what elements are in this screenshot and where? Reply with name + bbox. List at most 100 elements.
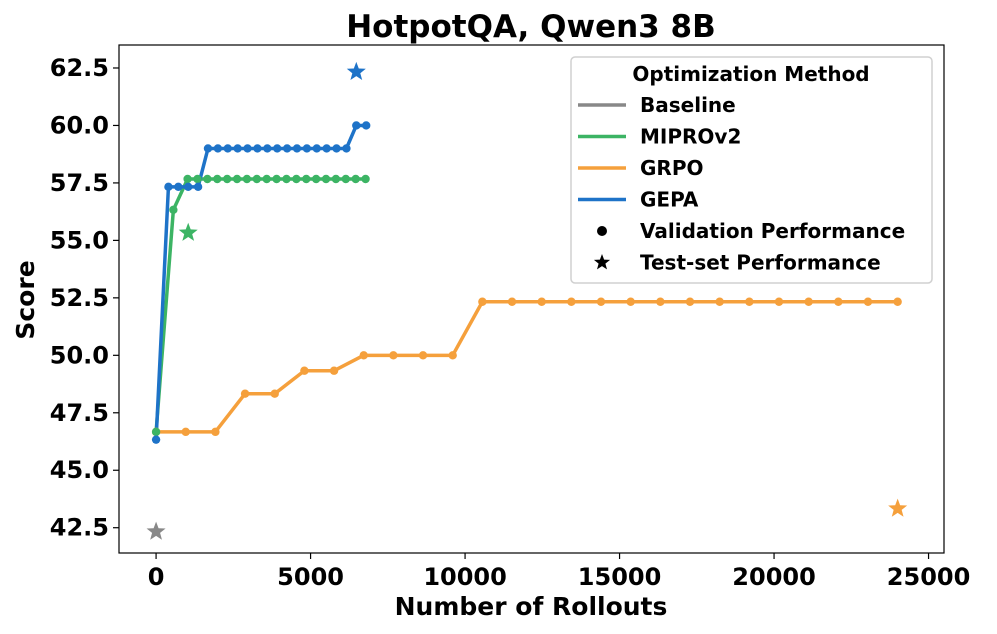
grpo-validation-point: [804, 297, 813, 306]
grpo-validation-point: [359, 351, 368, 360]
gepa-validation-point: [361, 121, 371, 130]
grpo-validation-point: [211, 427, 220, 437]
legend-label-grpo: GRPO: [640, 156, 703, 180]
miprov2-validation-point: [282, 174, 291, 184]
gepa-validation-point: [292, 144, 302, 153]
x-tick-label: 10000: [423, 563, 507, 591]
miprov2-validation-point: [351, 174, 360, 184]
legend-title: Optimization Method: [632, 62, 869, 86]
grpo-validation-point: [270, 389, 279, 398]
grpo-validation-point: [567, 297, 576, 306]
gepa-line: [154, 123, 367, 440]
plot-area-frame: [118, 44, 945, 554]
miprov2-validation-point: [341, 174, 350, 184]
grpo-validation-point: [418, 351, 428, 360]
gepa-validation-point: [273, 144, 282, 153]
gepa-validation-point: [302, 144, 312, 153]
gepa-validation-point: [243, 144, 252, 153]
legend-label-gepa: GEPA: [640, 188, 699, 212]
miprov2-validation-point: [213, 174, 222, 184]
grpo-validation-point: [596, 297, 606, 306]
y-tick-label: 57.5: [50, 169, 109, 197]
gepa-validation-point: [193, 182, 203, 192]
miprov2-test-star: [178, 222, 198, 241]
test-set-stars: [146, 61, 908, 540]
grpo-validation-point: [656, 297, 665, 306]
miprov2-validation-point: [262, 174, 271, 184]
grpo-validation-point: [478, 297, 487, 306]
y-tick-label: 60.0: [50, 111, 109, 139]
gepa-validation-point: [312, 144, 321, 153]
gepa-validation-point: [151, 435, 161, 444]
legend-swatch-test-set-performance: [593, 254, 611, 270]
legend-swatch-validation-performance: [597, 226, 607, 236]
x-tick-label: 15000: [578, 563, 662, 591]
miprov2-validation-point: [183, 174, 192, 184]
miprov2-validation-point: [203, 174, 212, 184]
gepa-validation-point: [342, 144, 351, 153]
x-tick-label: 0: [148, 563, 165, 591]
y-tick-label: 47.5: [50, 399, 109, 427]
grpo-validation-point: [685, 297, 695, 306]
grpo-line: [156, 300, 898, 434]
miprov2-validation-point: [311, 174, 321, 184]
miprov2-validation-point: [252, 174, 262, 184]
gepa-validation-point: [203, 144, 213, 153]
legend-label-baseline: Baseline: [640, 93, 736, 117]
miprov2-validation-point: [331, 174, 341, 184]
x-tick-label: 20000: [732, 563, 816, 591]
grpo-validation-point: [300, 366, 309, 375]
gepa-validation-point: [174, 182, 183, 192]
miprov2-validation-point: [292, 174, 301, 184]
legend-label-validation-performance: Validation Performance: [640, 219, 905, 243]
y-tick-label: 55.0: [50, 226, 109, 254]
miprov2-validation-point: [302, 174, 311, 184]
gepa-validation-point: [184, 182, 193, 192]
x-axis-label: Number of Rollouts: [395, 592, 668, 621]
grpo-validation-point: [507, 297, 517, 306]
grpo-validation-point: [626, 297, 635, 306]
grpo-validation-point: [774, 297, 784, 306]
gepa-validation-point: [223, 144, 232, 153]
grpo-validation-point: [240, 389, 250, 398]
legend-label-miprov2: MIPROv2: [640, 125, 741, 149]
y-tick-label: 50.0: [50, 341, 109, 369]
x-tick-label: 5000: [277, 563, 344, 591]
legend-box: [570, 56, 933, 284]
legend-label-test-set-performance: Test-set Performance: [640, 251, 881, 275]
miprov2-validation-point: [222, 174, 232, 184]
gepa-validation-point: [322, 144, 331, 153]
y-tick-label: 42.5: [50, 514, 109, 542]
miprov2-validation-point: [169, 205, 178, 215]
y-tick-label: 52.5: [50, 284, 109, 312]
y-tick-label: 62.5: [50, 54, 109, 82]
gepa-validation-point: [253, 144, 262, 153]
grpo-validation-point: [715, 297, 724, 306]
grpo-validation-point: [863, 297, 873, 306]
miprov2-validation-point: [321, 174, 331, 184]
gepa-validation-point: [213, 144, 223, 153]
gepa-validation-point: [282, 144, 292, 153]
grpo-test-star: [888, 498, 908, 517]
gepa-validation-point: [332, 144, 341, 153]
x-tick-label: 25000: [887, 563, 971, 591]
gepa-validation-point: [164, 182, 173, 192]
grpo-validation-point: [448, 351, 457, 360]
gepa-validation-point: [263, 144, 272, 153]
validation-points: [151, 121, 902, 444]
miprov2-validation-point: [272, 174, 281, 184]
miprov2-validation-point: [242, 174, 252, 184]
miprov2-validation-point: [151, 427, 161, 437]
y-tick-label: 45.0: [50, 456, 109, 484]
gepa-validation-point: [352, 121, 361, 130]
gepa-test-star: [346, 61, 366, 80]
chart-title: HotpotQA, Qwen3 8B: [346, 9, 716, 45]
gepa-validation-point: [233, 144, 242, 153]
grpo-validation-point: [537, 297, 546, 306]
grpo-validation-point: [181, 427, 190, 437]
grpo-validation-point: [834, 297, 843, 306]
grpo-validation-point: [893, 297, 902, 306]
grpo-validation-point: [389, 351, 398, 360]
y-axis-label: Score: [11, 260, 40, 339]
